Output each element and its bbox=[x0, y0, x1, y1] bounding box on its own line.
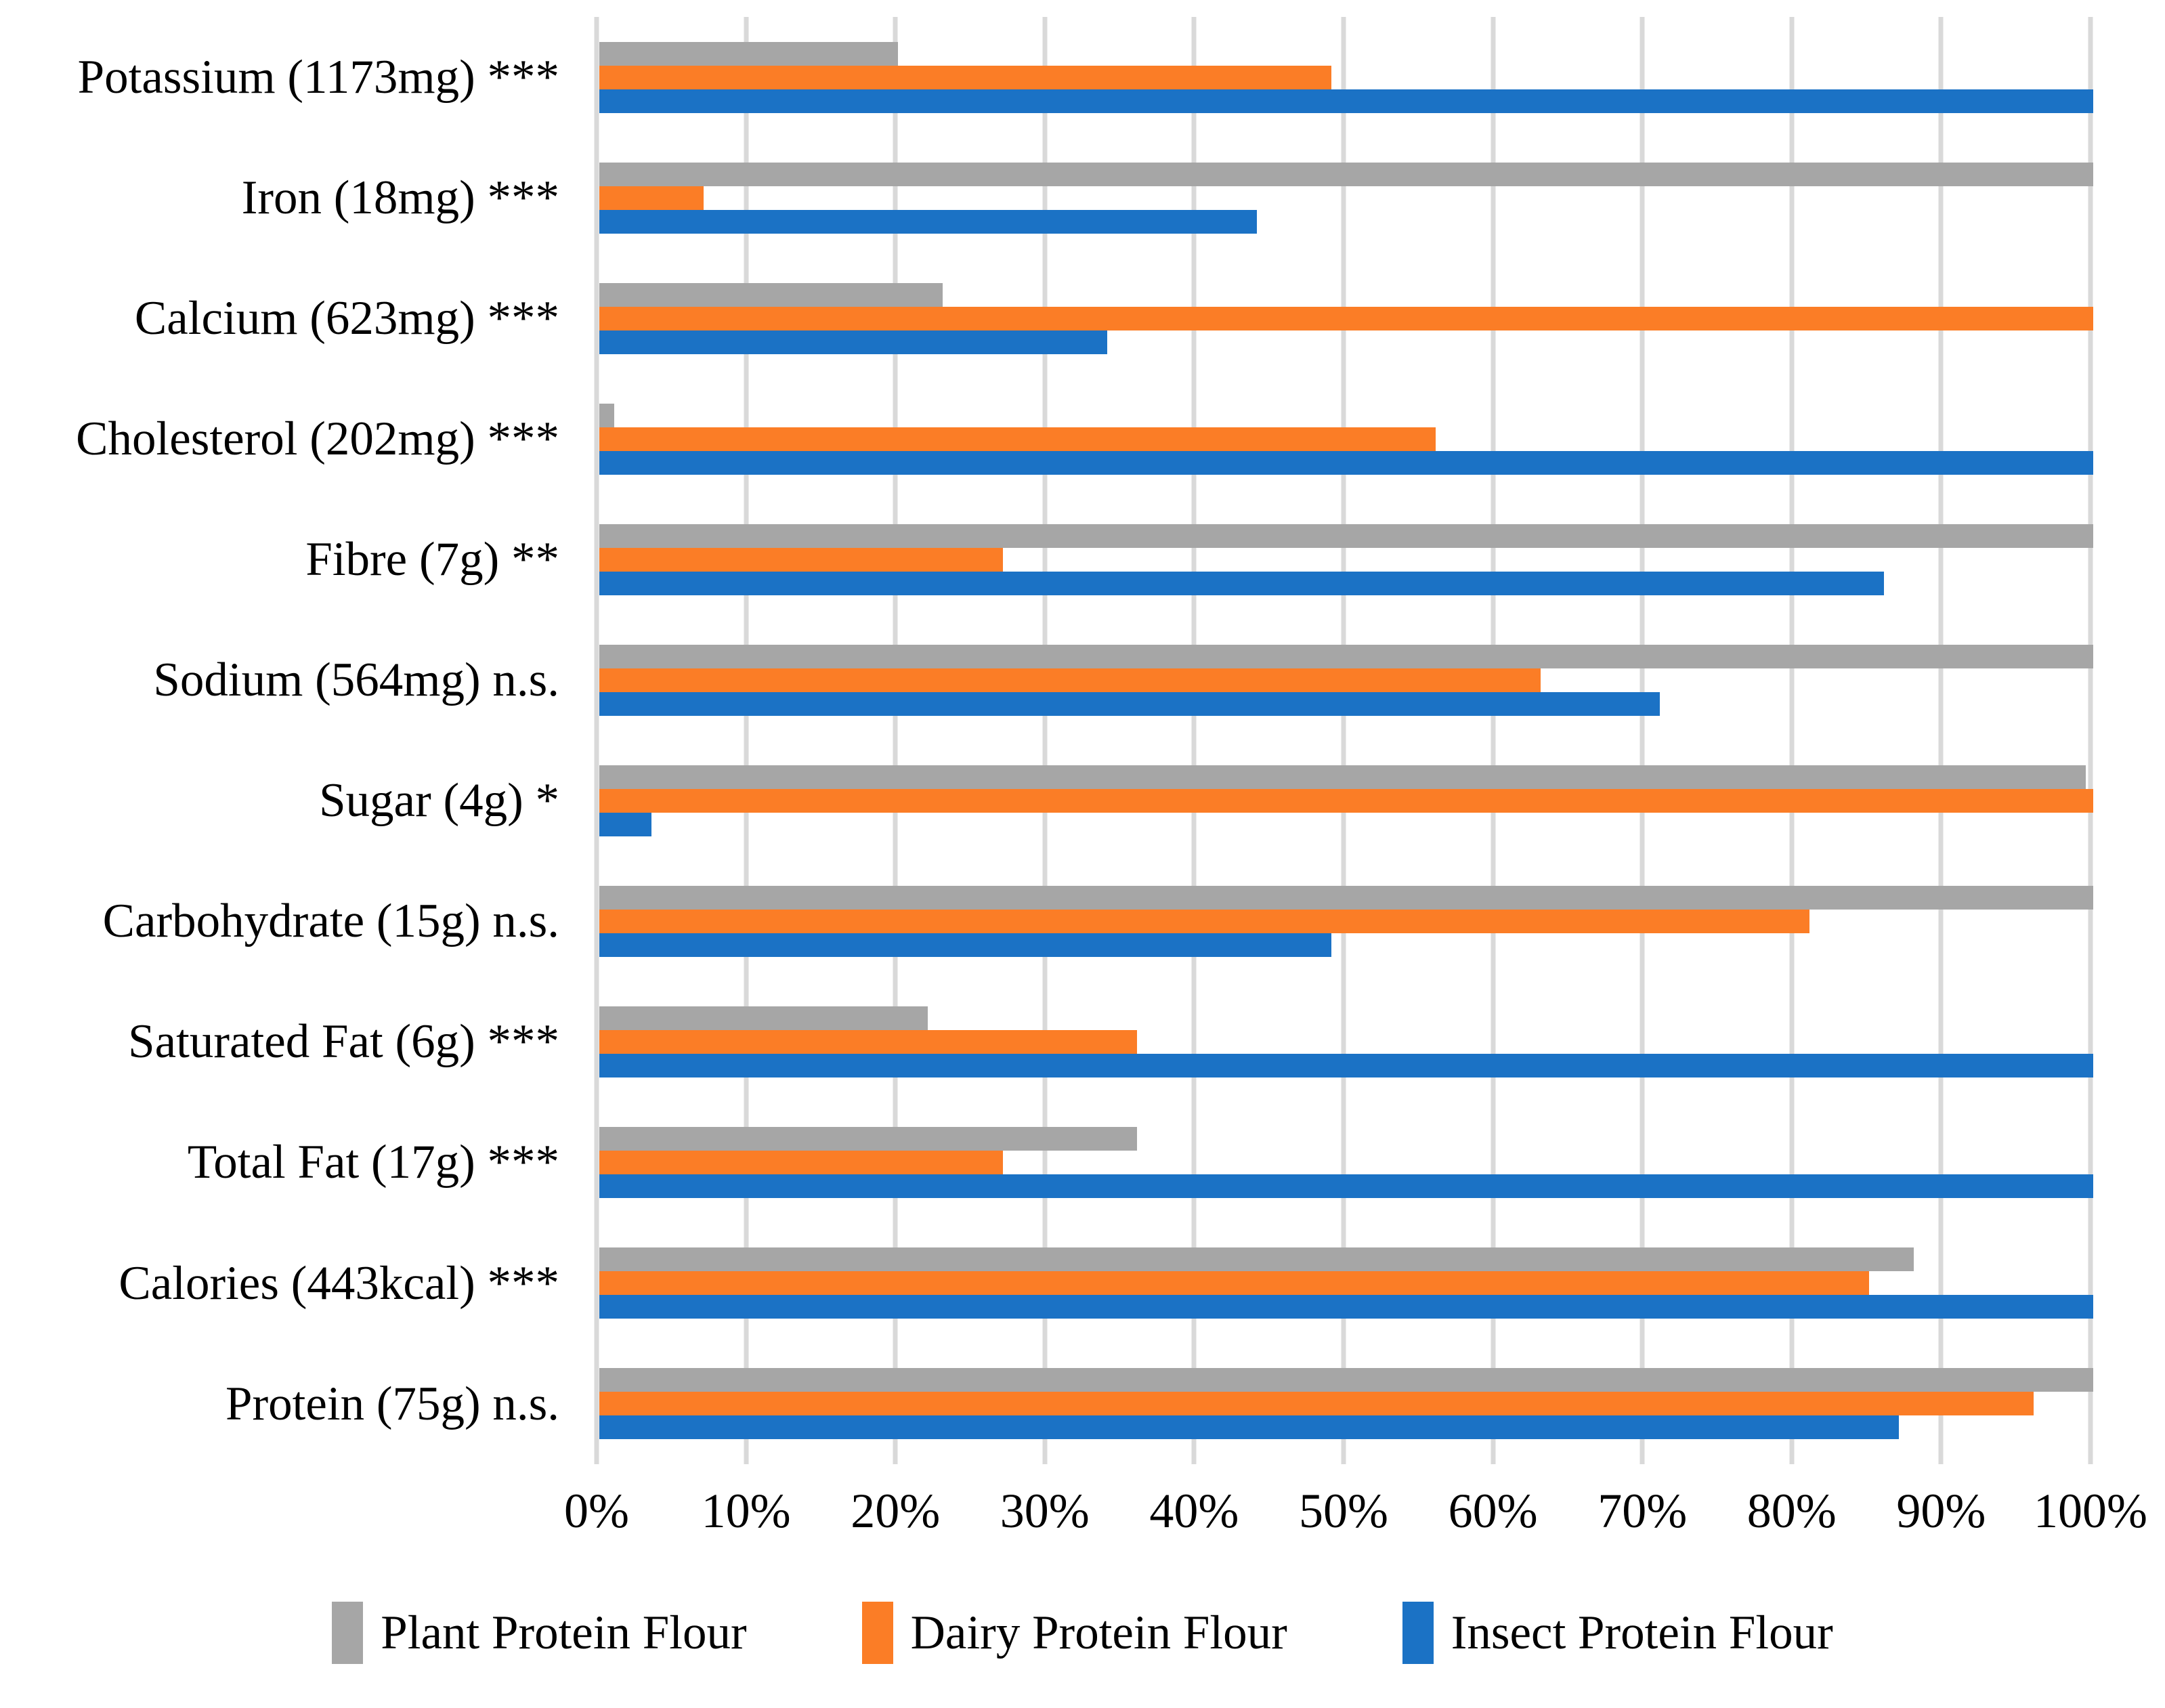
category-label: Calcium (623mg) *** bbox=[134, 291, 559, 345]
chart-row bbox=[597, 861, 2093, 982]
bar-plant-protein-flour bbox=[599, 282, 943, 307]
x-tick-label: 20% bbox=[851, 1484, 941, 1538]
bar-dairy-protein-flour bbox=[599, 306, 2093, 330]
bar-plant-protein-flour bbox=[599, 162, 2093, 186]
chart-row bbox=[597, 499, 2093, 620]
bar-dairy-protein-flour bbox=[599, 1151, 1003, 1175]
bar-dairy-protein-flour bbox=[599, 1392, 2034, 1416]
bar-insect-protein-flour bbox=[599, 1054, 2093, 1078]
category-axis: Potassium (1173mg) *** Iron (18mg) *** Cal… bbox=[0, 17, 559, 1464]
bar-dairy-protein-flour bbox=[599, 668, 1541, 692]
bar-dairy-protein-flour bbox=[599, 65, 1331, 89]
bar-rows bbox=[597, 17, 2093, 1464]
plot-area bbox=[594, 17, 2093, 1464]
chart-row bbox=[597, 982, 2093, 1103]
category-label: Protein (75g) n.s. bbox=[225, 1377, 559, 1430]
chart-row bbox=[597, 1223, 2093, 1344]
gridline bbox=[1042, 17, 1048, 1464]
bar-dairy-protein-flour bbox=[599, 910, 1809, 934]
legend-item-dairy-protein-flour: Dairy Protein Flour bbox=[861, 1602, 1287, 1664]
chart-row bbox=[597, 137, 2093, 258]
legend-label: Dairy Protein Flour bbox=[910, 1606, 1287, 1659]
legend-swatch-insect-protein-flour bbox=[1402, 1602, 1434, 1664]
bar-plant-protein-flour bbox=[599, 1127, 1138, 1151]
legend-item-insect-protein-flour: Insect Protein Flour bbox=[1402, 1602, 1833, 1664]
x-tick-label: 80% bbox=[1746, 1484, 1837, 1538]
gridline bbox=[2088, 17, 2093, 1464]
gridline bbox=[893, 17, 898, 1464]
category-label: Sodium (564mg) n.s. bbox=[153, 654, 559, 707]
bar-dairy-protein-flour bbox=[599, 427, 1436, 451]
legend-label: Plant Protein Flour bbox=[381, 1606, 747, 1659]
gridline bbox=[1491, 17, 1496, 1464]
bar-insect-protein-flour bbox=[599, 1415, 1900, 1440]
bar-plant-protein-flour bbox=[599, 1006, 928, 1031]
x-axis: 0% 10% 20% 30% 40% 50% 60% 70% 80% 90% 100% bbox=[564, 1483, 2147, 1558]
x-tick-label: 0% bbox=[564, 1484, 629, 1538]
category-label: Sugar (4g) * bbox=[319, 774, 559, 828]
bar-plant-protein-flour bbox=[599, 765, 2086, 789]
legend-label: Insect Protein Flour bbox=[1451, 1606, 1833, 1659]
bar-plant-protein-flour bbox=[599, 403, 615, 427]
gridline bbox=[744, 17, 749, 1464]
x-tick-label: 60% bbox=[1448, 1484, 1538, 1538]
bar-dairy-protein-flour bbox=[599, 1271, 1870, 1296]
bar-insect-protein-flour bbox=[599, 330, 1108, 354]
bar-insect-protein-flour bbox=[599, 209, 1257, 234]
gridline bbox=[1938, 17, 1944, 1464]
bar-dairy-protein-flour bbox=[599, 1030, 1138, 1054]
bar-dairy-protein-flour bbox=[599, 789, 2093, 813]
bar-dairy-protein-flour bbox=[599, 186, 704, 210]
chart-row bbox=[597, 1344, 2093, 1464]
bar-plant-protein-flour bbox=[599, 886, 2093, 910]
gridline bbox=[1341, 17, 1346, 1464]
gridline bbox=[1191, 17, 1197, 1464]
category-label: Carbohydrate (15g) n.s. bbox=[102, 895, 559, 948]
gridline bbox=[1639, 17, 1645, 1464]
chart-row bbox=[597, 258, 2093, 379]
bar-insect-protein-flour bbox=[599, 1295, 2093, 1319]
category-label: Total Fat (17g) *** bbox=[187, 1136, 559, 1189]
x-tick-label: 70% bbox=[1598, 1484, 1688, 1538]
bar-plant-protein-flour bbox=[599, 1368, 2093, 1392]
legend-item-plant-protein-flour: Plant Protein Flour bbox=[332, 1602, 747, 1664]
category-label: Calories (443kcal) *** bbox=[119, 1256, 559, 1310]
chart-row bbox=[597, 17, 2093, 137]
bar-plant-protein-flour bbox=[599, 41, 899, 66]
chart-row bbox=[597, 620, 2093, 740]
bar-insect-protein-flour bbox=[599, 691, 1660, 716]
gridline bbox=[1789, 17, 1795, 1464]
x-tick-label: 50% bbox=[1299, 1484, 1388, 1538]
chart-row bbox=[597, 379, 2093, 499]
x-tick-label: 90% bbox=[1896, 1484, 1986, 1538]
category-label: Fibre (7g) ** bbox=[305, 533, 559, 586]
category-label: Iron (18mg) *** bbox=[241, 171, 559, 224]
legend: Plant Protein Flour Dairy Protein Flour In… bbox=[0, 1602, 2165, 1664]
category-label: Potassium (1173mg) *** bbox=[77, 50, 559, 104]
bar-plant-protein-flour bbox=[599, 1247, 1914, 1272]
chart-row bbox=[597, 1103, 2093, 1223]
bar-insect-protein-flour bbox=[599, 571, 1885, 595]
chart-row bbox=[597, 740, 2093, 861]
bar-plant-protein-flour bbox=[599, 644, 2093, 668]
gridline bbox=[594, 17, 599, 1464]
bar-insect-protein-flour bbox=[599, 813, 652, 836]
x-tick-label: 100% bbox=[2034, 1484, 2147, 1538]
x-tick-label: 10% bbox=[701, 1484, 791, 1538]
bar-insect-protein-flour bbox=[599, 450, 2093, 475]
x-tick-label: 40% bbox=[1149, 1484, 1239, 1538]
category-label: Cholesterol (202mg) *** bbox=[76, 412, 559, 465]
bar-insect-protein-flour bbox=[599, 1174, 2093, 1199]
bar-insect-protein-flour bbox=[599, 933, 1331, 958]
bar-plant-protein-flour bbox=[599, 524, 2093, 548]
category-label: Saturated Fat (6g) *** bbox=[128, 1015, 559, 1069]
x-tick-label: 30% bbox=[1000, 1484, 1090, 1538]
legend-swatch-dairy-protein-flour bbox=[861, 1602, 893, 1664]
bar-dairy-protein-flour bbox=[599, 547, 1003, 572]
bar-insect-protein-flour bbox=[599, 89, 2093, 113]
legend-swatch-plant-protein-flour bbox=[332, 1602, 364, 1664]
